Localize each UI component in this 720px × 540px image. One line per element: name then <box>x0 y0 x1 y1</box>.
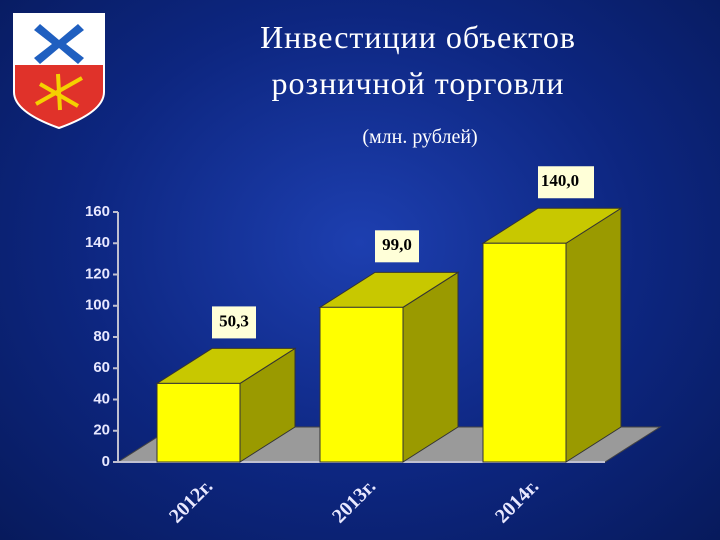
bar <box>482 242 567 463</box>
x-tick-label: 2012г. <box>165 475 217 527</box>
chart-title: Инвестиции объектов розничной торговли <box>260 19 576 101</box>
bar-side <box>565 207 622 463</box>
chart-subtitle: (млн. рублей) <box>362 126 478 148</box>
bar <box>319 306 404 463</box>
y-tick-label: 100 <box>85 297 110 314</box>
y-tick-label: 160 <box>85 203 110 220</box>
x-tick-label: 2014г. <box>491 475 543 527</box>
y-tick-label: 60 <box>93 359 110 376</box>
value-label-box <box>212 306 256 339</box>
value-label: 50,3 <box>219 311 249 330</box>
value-label: 99,0 <box>382 235 412 254</box>
y-tick-label: 120 <box>85 265 110 282</box>
y-tick-label: 20 <box>93 422 110 439</box>
value-label: 140,0 <box>541 171 579 190</box>
y-tick-label: 0 <box>102 453 110 470</box>
value-label-box <box>375 230 419 263</box>
x-tick-label: 2013г. <box>328 475 380 527</box>
y-tick-label: 40 <box>93 390 110 407</box>
value-label-box <box>538 166 594 199</box>
bar <box>156 382 241 463</box>
y-tick-label: 140 <box>85 234 110 251</box>
coat-of-arms <box>13 13 105 130</box>
y-tick-label: 80 <box>93 328 110 345</box>
